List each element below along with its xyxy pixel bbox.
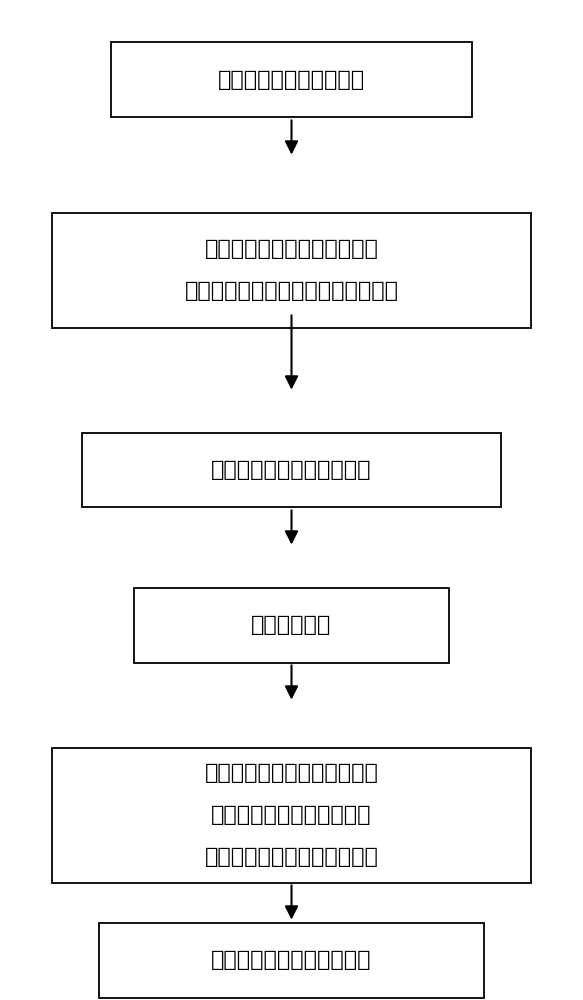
Text: 采集图像，计算位置坐标: 采集图像，计算位置坐标	[218, 70, 365, 90]
Bar	[99, 922, 484, 998]
Text: 完成目标物抓取并提取上行: 完成目标物抓取并提取上行	[211, 950, 372, 970]
Bar	[134, 587, 449, 662]
Text: 控制手爬按第一轨迹和第二轨迹运动: 控制手爬按第一轨迹和第二轨迹运动	[184, 281, 399, 301]
Text: 设定拾取距离，选取样本点；: 设定拾取距离，选取样本点；	[205, 239, 378, 259]
Bar	[111, 42, 472, 117]
Bar	[52, 213, 531, 328]
Text: 获得拟合方程: 获得拟合方程	[251, 615, 332, 635]
Bar	[82, 432, 501, 507]
Text: 读取占空比，计算拟合数据: 读取占空比，计算拟合数据	[211, 460, 372, 480]
Bar	[52, 748, 531, 882]
Text: 调整拾取距离，得到占空比，: 调整拾取距离，得到占空比，	[205, 763, 378, 783]
Text: 和第二轨迹，到达目标物位置: 和第二轨迹，到达目标物位置	[205, 847, 378, 867]
Text: 相应控制手爬执行第一轨迹: 相应控制手爬执行第一轨迹	[211, 805, 372, 825]
